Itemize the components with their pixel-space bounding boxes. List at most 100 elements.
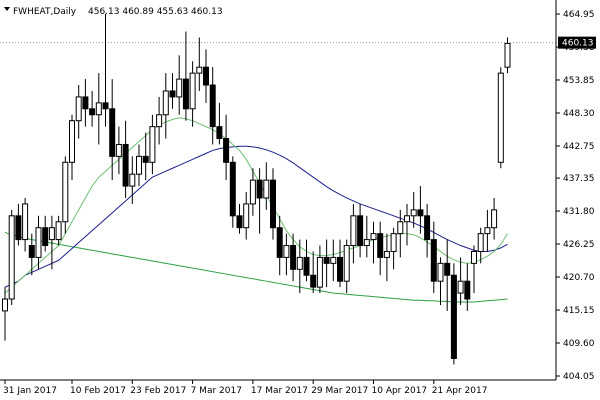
candle-body-up [156,114,163,128]
candle [102,13,109,127]
candle [115,126,122,175]
candle-body-up [484,227,491,235]
candle [504,37,511,74]
candle [290,233,297,282]
candle-body-up [477,233,484,252]
price-axis: 464.95459.38453.85448.30442.75437.35431.… [556,10,595,382]
candle-body-down [236,215,243,229]
candle-body-down [89,108,96,116]
candle-body-down [424,215,431,241]
candle-body-down [109,108,116,157]
candle-body-up [497,72,504,163]
y-tick-label: 442.75 [563,142,595,152]
candle [337,239,343,288]
y-tick-label: 409.60 [563,339,595,349]
candle-body-up [457,280,464,294]
candle [22,197,29,252]
candle [497,67,504,169]
candle-body-up [316,256,323,288]
candle [370,221,377,264]
candle [62,156,69,234]
candle [75,85,82,139]
candle-body-down [209,84,216,128]
candle [390,227,397,270]
candle [256,168,263,234]
candle-body-up [263,179,270,199]
candle [156,96,163,145]
candle [176,55,183,115]
candle [357,203,364,258]
candle [457,257,464,305]
candle-body-down [216,126,223,140]
candle [484,209,491,252]
candle [216,102,223,145]
symbol-label: FWHEAT,Daily [13,7,77,17]
x-tick-label: 21 Apr 2017 [432,386,488,396]
candle-body-up [471,250,477,264]
candle-body-down [377,233,384,258]
candle [350,203,357,264]
candle-body-down [464,280,471,300]
candle [377,221,384,276]
candle-body-up [189,72,196,110]
candle-body-down [182,78,189,110]
candle [162,73,169,139]
candle-body-down [450,274,457,359]
candle [69,114,75,181]
candle [196,37,203,91]
header: FWHEAT,Daily 456.13 460.89 455.63 460.13 [4,7,223,17]
y-tick-label: 437.35 [563,174,595,184]
x-tick-label: 10 Apr 2017 [372,386,428,396]
y-tick-label: 420.70 [563,273,595,283]
candle [189,61,196,127]
candle [437,257,444,305]
candle-body-up [129,173,136,187]
x-tick-label: 10 Feb 2017 [70,386,126,396]
candle [417,186,424,234]
candle [28,233,35,276]
candle [404,203,410,246]
candle [2,287,8,341]
candle [283,233,290,276]
candle [316,245,323,294]
time-axis: 31 Jan 2017 10 Feb 2017 23 Feb 2017 7 Mar 2… [3,380,487,396]
candle [383,233,390,282]
candle [330,239,337,282]
candle-body-down [142,155,149,163]
candle [209,67,216,145]
moving-average-line-3 [4,117,508,294]
candle-body-down [270,179,276,229]
candle-body-down [430,239,437,282]
x-tick-label: 23 Feb 2017 [130,386,186,396]
candle [343,239,350,294]
candle-body-down [337,256,343,282]
chart-area [0,0,556,380]
candle-body-down [323,256,330,264]
candle [296,239,303,294]
candle [122,120,129,198]
x-tick-label: 31 Jan 2017 [3,386,57,396]
candle-body-up [330,256,337,264]
candle [109,79,116,181]
candle-body-down [122,143,129,187]
candle [471,245,477,294]
candle-body-up [350,215,357,247]
candle [491,197,498,240]
candle [397,209,404,258]
candle [89,90,96,127]
candle-body-down [42,227,49,247]
candle [323,239,330,288]
candle [136,144,142,187]
candle [229,156,236,228]
candle-body-up [370,233,377,241]
candle-body-down [102,102,109,110]
candle-body-up [491,209,498,229]
candle-body-up [162,90,169,116]
chevron-down-icon[interactable] [4,7,10,11]
candle [42,215,49,252]
candle [236,203,243,234]
candle-body-up [196,66,203,74]
candle-body-up [243,203,250,229]
candle-body-down [417,209,424,217]
